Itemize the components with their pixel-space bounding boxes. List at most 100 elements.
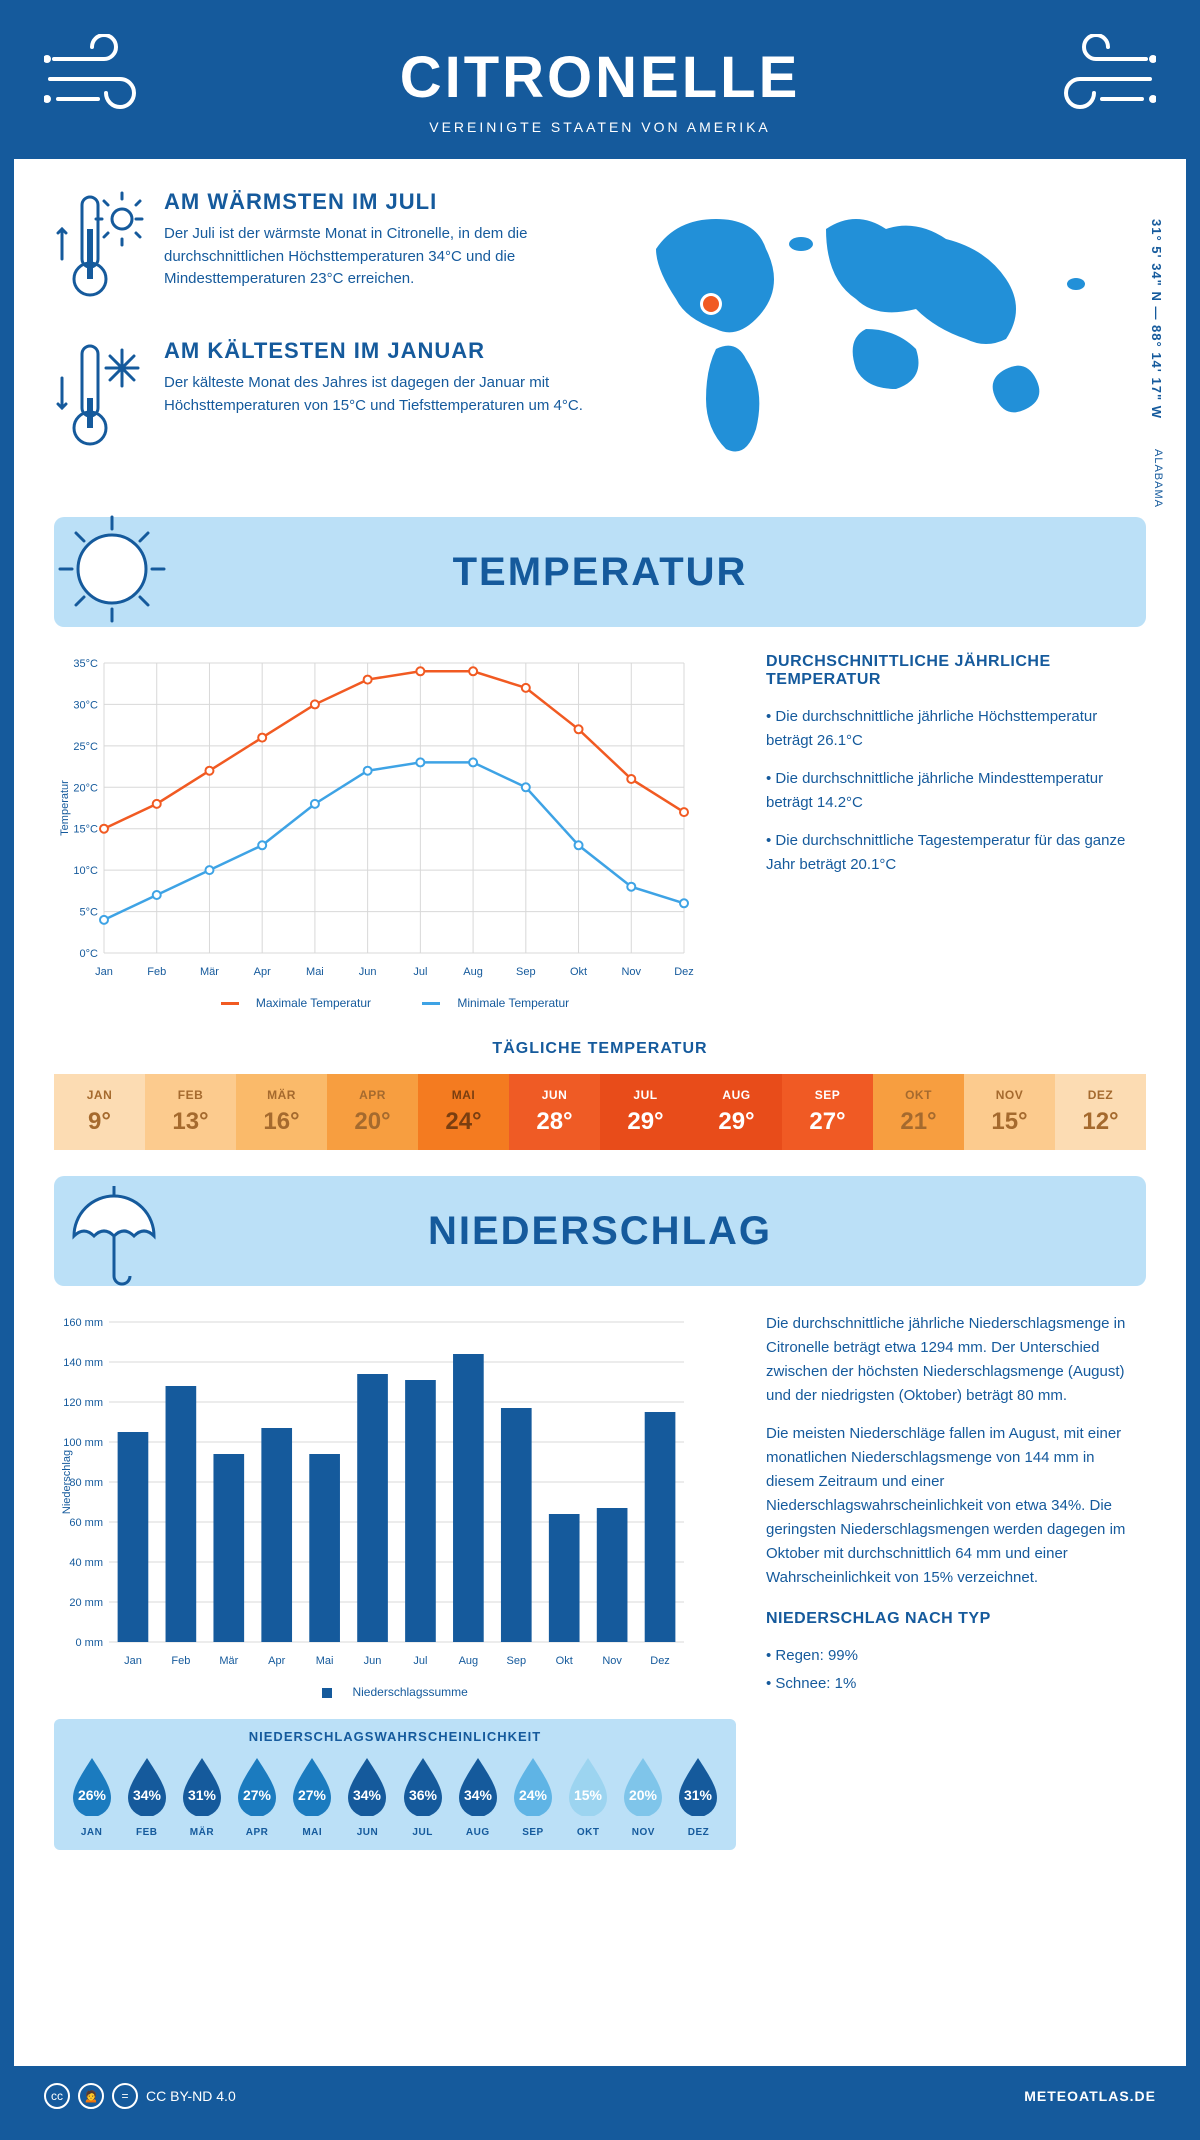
precip-drop: 27%MAI [287, 1754, 338, 1838]
svg-text:Nov: Nov [602, 1655, 622, 1667]
by-icon: 🙍 [78, 2083, 104, 2109]
precip-drop: 27%APR [232, 1754, 283, 1838]
site-name: METEOATLAS.DE [1024, 2088, 1156, 2104]
infographic-page: CITRONELLE VEREINIGTE STAATEN VON AMERIK… [0, 0, 1200, 2140]
svg-text:Feb: Feb [171, 1655, 190, 1667]
svg-text:40 mm: 40 mm [69, 1557, 103, 1569]
svg-text:Mai: Mai [306, 966, 324, 978]
svg-text:Okt: Okt [570, 966, 587, 978]
thermometer-cold-icon [54, 338, 144, 463]
temp-summary: DURCHSCHNITTLICHE JÄHRLICHE TEMPERATUR •… [766, 653, 1146, 1010]
svg-text:34%: 34% [464, 1787, 493, 1803]
header: CITRONELLE VEREINIGTE STAATEN VON AMERIK… [14, 14, 1186, 159]
precip-drop: 15%OKT [563, 1754, 614, 1838]
precip-drop: 20%NOV [618, 1754, 669, 1838]
svg-text:27%: 27% [298, 1787, 327, 1803]
svg-text:20 mm: 20 mm [69, 1597, 103, 1609]
svg-text:Dez: Dez [650, 1655, 670, 1667]
section-title: TEMPERATUR [174, 550, 1146, 595]
svg-text:26%: 26% [78, 1787, 107, 1803]
world-map: 31° 5' 34" N — 88° 14' 17" W ALABAMA [626, 189, 1146, 487]
precip-drop: 31%MÄR [176, 1754, 227, 1838]
svg-text:31%: 31% [188, 1787, 217, 1803]
daily-temp-cell: JUN28° [509, 1074, 600, 1150]
svg-text:Jun: Jun [364, 1655, 382, 1667]
svg-text:Feb: Feb [147, 966, 166, 978]
page-subtitle: VEREINIGTE STAATEN VON AMERIKA [34, 119, 1166, 135]
svg-text:60 mm: 60 mm [69, 1517, 103, 1529]
daily-temp-cell: OKT21° [873, 1074, 964, 1150]
daily-temp-cell: SEP27° [782, 1074, 873, 1150]
intro-row: AM WÄRMSTEN IM JULI Der Juli ist der wär… [54, 189, 1146, 487]
svg-text:Mai: Mai [316, 1655, 334, 1667]
svg-text:5°C: 5°C [80, 907, 99, 919]
daily-temp-cell: MÄR16° [236, 1074, 327, 1150]
svg-text:20%: 20% [629, 1787, 658, 1803]
svg-text:25°C: 25°C [73, 741, 98, 753]
daily-temp-cell: AUG29° [691, 1074, 782, 1150]
svg-text:Jul: Jul [413, 966, 427, 978]
svg-text:120 mm: 120 mm [63, 1397, 103, 1409]
umbrella-icon [54, 1166, 174, 1296]
warmest-title: AM WÄRMSTEN IM JULI [164, 189, 596, 215]
precip-drop: 34%FEB [121, 1754, 172, 1838]
svg-text:140 mm: 140 mm [63, 1357, 103, 1369]
svg-text:31%: 31% [684, 1787, 713, 1803]
daily-temp-cell: DEZ12° [1055, 1074, 1146, 1150]
page-title: CITRONELLE [34, 44, 1166, 111]
section-precip: NIEDERSCHLAG [54, 1176, 1146, 1286]
svg-text:15°C: 15°C [73, 824, 98, 836]
svg-text:Sep: Sep [507, 1655, 527, 1667]
section-temperature: TEMPERATUR [54, 517, 1146, 627]
svg-text:Temperatur: Temperatur [59, 780, 71, 836]
temp-legend: Maximale Temperatur Minimale Temperatur [54, 996, 736, 1010]
svg-text:Okt: Okt [556, 1655, 573, 1667]
svg-text:0°C: 0°C [80, 948, 99, 960]
svg-text:Nov: Nov [621, 966, 641, 978]
region-label: ALABAMA [1152, 449, 1164, 508]
coldest-title: AM KÄLTESTEN IM JANUAR [164, 338, 596, 364]
coldest-fact: AM KÄLTESTEN IM JANUAR Der kälteste Mona… [54, 338, 596, 463]
sun-icon [54, 507, 174, 637]
license: cc 🙍 = CC BY-ND 4.0 [44, 2083, 236, 2109]
daily-temp-cell: JAN9° [54, 1074, 145, 1150]
svg-text:Apr: Apr [268, 1655, 285, 1667]
precip-summary: Die durchschnittliche jährliche Niedersc… [766, 1312, 1146, 1850]
nd-icon: = [112, 2083, 138, 2109]
svg-text:Apr: Apr [254, 966, 271, 978]
svg-text:10°C: 10°C [73, 865, 98, 877]
wind-icon [1036, 34, 1156, 129]
coldest-text: Der kälteste Monat des Jahres ist dagege… [164, 372, 596, 417]
footer: cc 🙍 = CC BY-ND 4.0 METEOATLAS.DE [14, 2066, 1186, 2126]
precip-probability-box: NIEDERSCHLAGSWAHRSCHEINLICHKEIT 26%JAN34… [54, 1719, 736, 1850]
svg-text:Mär: Mär [219, 1655, 238, 1667]
precip-drop: 34%JUN [342, 1754, 393, 1838]
precip-drop: 26%JAN [66, 1754, 117, 1838]
daily-temp-cell: JUL29° [600, 1074, 691, 1150]
precipitation-bar-chart: 0 mm20 mm40 mm60 mm80 mm100 mm120 mm140 … [54, 1312, 694, 1672]
svg-text:160 mm: 160 mm [63, 1317, 103, 1329]
warmest-text: Der Juli ist der wärmste Monat in Citron… [164, 223, 596, 291]
svg-text:30°C: 30°C [73, 699, 98, 711]
daily-temp-title: TÄGLICHE TEMPERATUR [54, 1040, 1146, 1058]
svg-text:Aug: Aug [463, 966, 483, 978]
svg-text:Dez: Dez [674, 966, 694, 978]
daily-temp-cell: MAI24° [418, 1074, 509, 1150]
svg-text:Mär: Mär [200, 966, 219, 978]
svg-text:34%: 34% [353, 1787, 382, 1803]
precip-drop: 24%SEP [507, 1754, 558, 1838]
precip-drop: 34%AUG [452, 1754, 503, 1838]
svg-text:Jan: Jan [124, 1655, 142, 1667]
daily-temp-cell: NOV15° [964, 1074, 1055, 1150]
precip-drop: 36%JUL [397, 1754, 448, 1838]
svg-text:24%: 24% [519, 1787, 548, 1803]
wind-icon [44, 34, 164, 129]
svg-text:80 mm: 80 mm [69, 1477, 103, 1489]
svg-text:Aug: Aug [459, 1655, 479, 1667]
precip-drop: 31%DEZ [673, 1754, 724, 1838]
svg-text:Sep: Sep [516, 966, 536, 978]
content: AM WÄRMSTEN IM JULI Der Juli ist der wär… [14, 159, 1186, 1880]
cc-icon: cc [44, 2083, 70, 2109]
temperature-line-chart: 0°C5°C10°C15°C20°C25°C30°C35°CJanFebMärA… [54, 653, 694, 983]
daily-temp-bar: JAN9°FEB13°MÄR16°APR20°MAI24°JUN28°JUL29… [54, 1074, 1146, 1150]
